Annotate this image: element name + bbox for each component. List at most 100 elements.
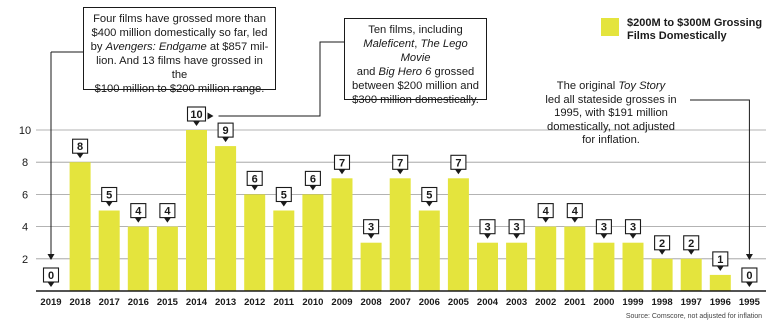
value-label-text: 2 <box>688 238 694 250</box>
value-label: 5 <box>421 186 438 207</box>
value-label-text: 10 <box>190 109 202 121</box>
x-tick-label: 2006 <box>419 297 440 308</box>
arrow-head <box>47 254 55 260</box>
bar <box>477 242 498 291</box>
x-tick-label: 2007 <box>390 297 411 308</box>
value-label: 4 <box>537 203 554 223</box>
x-tick-label: 2005 <box>448 297 470 308</box>
value-label: 6 <box>304 170 321 191</box>
value-label-text: 0 <box>746 270 752 282</box>
value-label-pointer <box>745 282 753 287</box>
y-tick-label: 4 <box>22 222 28 234</box>
value-label-text: 7 <box>339 157 345 169</box>
value-label: 4 <box>130 203 147 223</box>
annotation-line: 1995, with $191 million <box>554 107 668 119</box>
x-tick-label: 2008 <box>361 297 382 308</box>
value-label-text: 3 <box>368 222 374 234</box>
value-label: 0 <box>42 267 60 287</box>
x-axis-ticks: 2019 2018 2017 2016 2015 2014 2013 2012 2011 2010… <box>40 297 760 308</box>
x-tick-label: 1996 <box>710 297 731 308</box>
value-label-pointer <box>454 169 462 175</box>
bar <box>709 274 731 291</box>
value-label-pointer <box>309 185 317 191</box>
value-label-pointer <box>280 201 288 207</box>
x-tick-label: 2004 <box>477 297 499 308</box>
value-label: 7 <box>392 154 409 175</box>
value-label-pointer <box>193 121 200 126</box>
value-label-text: 3 <box>514 222 520 234</box>
value-label-text: 2 <box>659 238 665 250</box>
value-label: 5 <box>101 186 118 207</box>
legend-swatch <box>601 18 619 36</box>
value-label: 9 <box>217 122 234 143</box>
bar <box>215 146 237 291</box>
value-label-pointer <box>600 233 608 239</box>
value-label: 7 <box>333 154 351 175</box>
value-label-pointer <box>687 249 695 255</box>
bar <box>156 226 178 291</box>
bar <box>389 178 411 291</box>
value-label-text: 4 <box>164 206 171 218</box>
x-tick-label: 2000 <box>593 297 614 308</box>
x-tick-label: 1995 <box>739 297 761 308</box>
value-label-pointer <box>513 233 521 239</box>
value-label-text: 5 <box>426 190 432 202</box>
x-tick-label: 2015 <box>157 297 179 308</box>
y-tick-label: 2 <box>22 254 28 266</box>
annotation-line: $300 million domestically. <box>352 94 479 106</box>
annotation-line: led all stateside grosses in <box>545 93 677 106</box>
bar <box>331 178 353 291</box>
value-label: 1 <box>712 251 729 271</box>
value-label-pointer <box>367 233 375 239</box>
bar <box>186 130 207 291</box>
bar <box>273 210 295 291</box>
annotation-line: Ten films, including <box>368 24 463 36</box>
y-axis-ticks: 2 4 6 8 10 <box>19 125 31 266</box>
arrow-line <box>690 99 750 254</box>
bar <box>447 178 469 291</box>
bar <box>418 210 440 291</box>
bar <box>302 194 324 291</box>
value-label-text: 1 <box>717 254 723 266</box>
value-label-pointer <box>571 217 579 223</box>
value-label: 3 <box>363 219 380 239</box>
value-label-text: 3 <box>630 222 636 234</box>
y-tick-label: 10 <box>19 125 31 137</box>
value-label: 2 <box>654 235 671 255</box>
annotation-line: for inflation. <box>582 134 640 146</box>
value-label-pointer <box>716 265 724 271</box>
value-label: 2 <box>683 235 700 255</box>
value-label-text: 7 <box>455 157 461 169</box>
x-tick-label: 2012 <box>244 297 265 308</box>
x-tick-label: 2017 <box>99 297 120 308</box>
bar <box>535 226 557 291</box>
value-label: 6 <box>246 170 263 191</box>
annotation-box-middle: Ten films, including Maleficent, The Leg… <box>344 18 487 106</box>
legend-label: $200M to $300M Grossing Films Domestical… <box>627 17 763 42</box>
annotation-text: The original <box>556 80 619 92</box>
arrow-line <box>218 41 344 117</box>
bar <box>593 242 615 291</box>
value-label: 7 <box>450 154 467 175</box>
legend: $200M to $300M Grossing Films Domestical… <box>601 17 766 42</box>
value-label: 10 <box>186 106 207 126</box>
bar <box>622 242 644 291</box>
annotation-line: $100 million to $200 million range. <box>94 83 265 95</box>
value-label-pointer <box>134 217 142 223</box>
value-label-pointer <box>76 153 84 159</box>
bar <box>360 242 382 291</box>
x-tick-label: 1997 <box>681 297 702 308</box>
annotation-right: The original Toy Story led all stateside… <box>532 80 690 148</box>
x-tick-label: 2013 <box>215 297 236 308</box>
x-tick-label: 1999 <box>622 297 643 308</box>
value-label-pointer <box>163 217 171 223</box>
x-tick-label: 1998 <box>652 297 673 308</box>
bar <box>651 258 673 291</box>
value-label-text: 6 <box>252 173 258 185</box>
annotation-italic: The Lego Movie <box>400 38 468 64</box>
x-tick-label: 2014 <box>186 297 208 308</box>
annotation-text: and <box>356 66 379 78</box>
bars <box>69 130 731 291</box>
